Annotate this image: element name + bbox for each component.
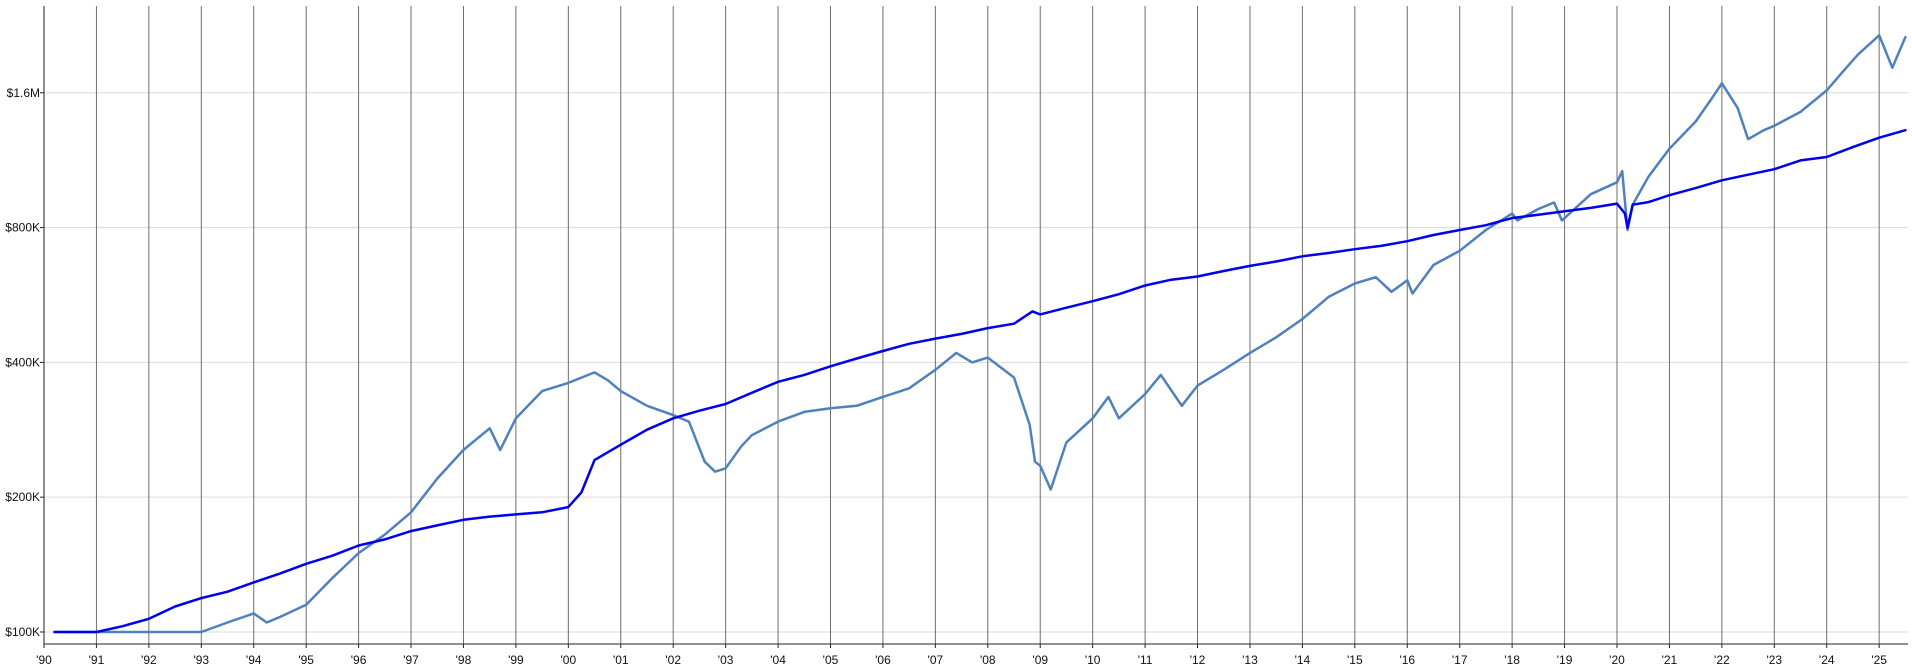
x-tick-label: '97 <box>403 653 419 667</box>
x-tick-label: '10 <box>1085 653 1101 667</box>
y-tick-label: $1.6M <box>7 86 40 100</box>
x-tick-label: '99 <box>508 653 524 667</box>
x-tick-label: '08 <box>980 653 996 667</box>
x-tick-label: '03 <box>718 653 734 667</box>
x-tick-label: '05 <box>823 653 839 667</box>
x-tick-label: '04 <box>770 653 786 667</box>
y-tick-label: $400K <box>5 355 40 369</box>
x-tick-label: '02 <box>665 653 681 667</box>
x-tick-label: '17 <box>1452 653 1468 667</box>
x-tick-label: '93 <box>193 653 209 667</box>
x-tick-label: '92 <box>141 653 157 667</box>
x-tick-label: '06 <box>875 653 891 667</box>
series-layer <box>53 34 1907 634</box>
x-axis-tick-labels: '90 '91 '92 '93 '94 '95 '96 '97 '98 '99 '00 '01 '02 '… <box>36 653 1887 667</box>
x-tick-label: '01 <box>613 653 629 667</box>
x-tick-label: '11 <box>1138 653 1153 667</box>
x-tick-label: '24 <box>1819 653 1835 667</box>
x-tick-label: '91 <box>89 653 105 667</box>
x-tick-label: '19 <box>1557 653 1573 667</box>
x-tick-label: '07 <box>928 653 944 667</box>
x-tick-label: '18 <box>1504 653 1520 667</box>
x-tick-label: '94 <box>246 653 262 667</box>
x-tick-label: '96 <box>351 653 367 667</box>
x-tick-label: '00 <box>561 653 577 667</box>
y-tick-label: $100K <box>5 625 40 639</box>
series-line <box>53 128 1907 634</box>
x-tick-label: '90 <box>36 653 52 667</box>
x-tick-label: '21 <box>1662 653 1678 667</box>
x-tick-label: '09 <box>1032 653 1048 667</box>
vertical-gridlines <box>43 6 1880 648</box>
x-tick-label: '14 <box>1295 653 1311 667</box>
x-tick-label: '95 <box>298 653 314 667</box>
y-axis-tick-labels: $100K $200K $400K $800K $1.6M <box>5 86 40 639</box>
x-tick-label: '16 <box>1399 653 1415 667</box>
x-tick-label: '12 <box>1190 653 1206 667</box>
x-tick-label: '23 <box>1766 653 1782 667</box>
x-tick-label: '25 <box>1871 653 1887 667</box>
y-tick-label: $800K <box>5 221 40 235</box>
x-tick-label: '20 <box>1609 653 1625 667</box>
x-tick-label: '22 <box>1714 653 1730 667</box>
x-tick-label: '13 <box>1242 653 1258 667</box>
y-tick-label: $200K <box>5 490 40 504</box>
x-tick-label: '98 <box>456 653 472 667</box>
x-tick-label: '15 <box>1347 653 1363 667</box>
series-line <box>53 34 1907 634</box>
